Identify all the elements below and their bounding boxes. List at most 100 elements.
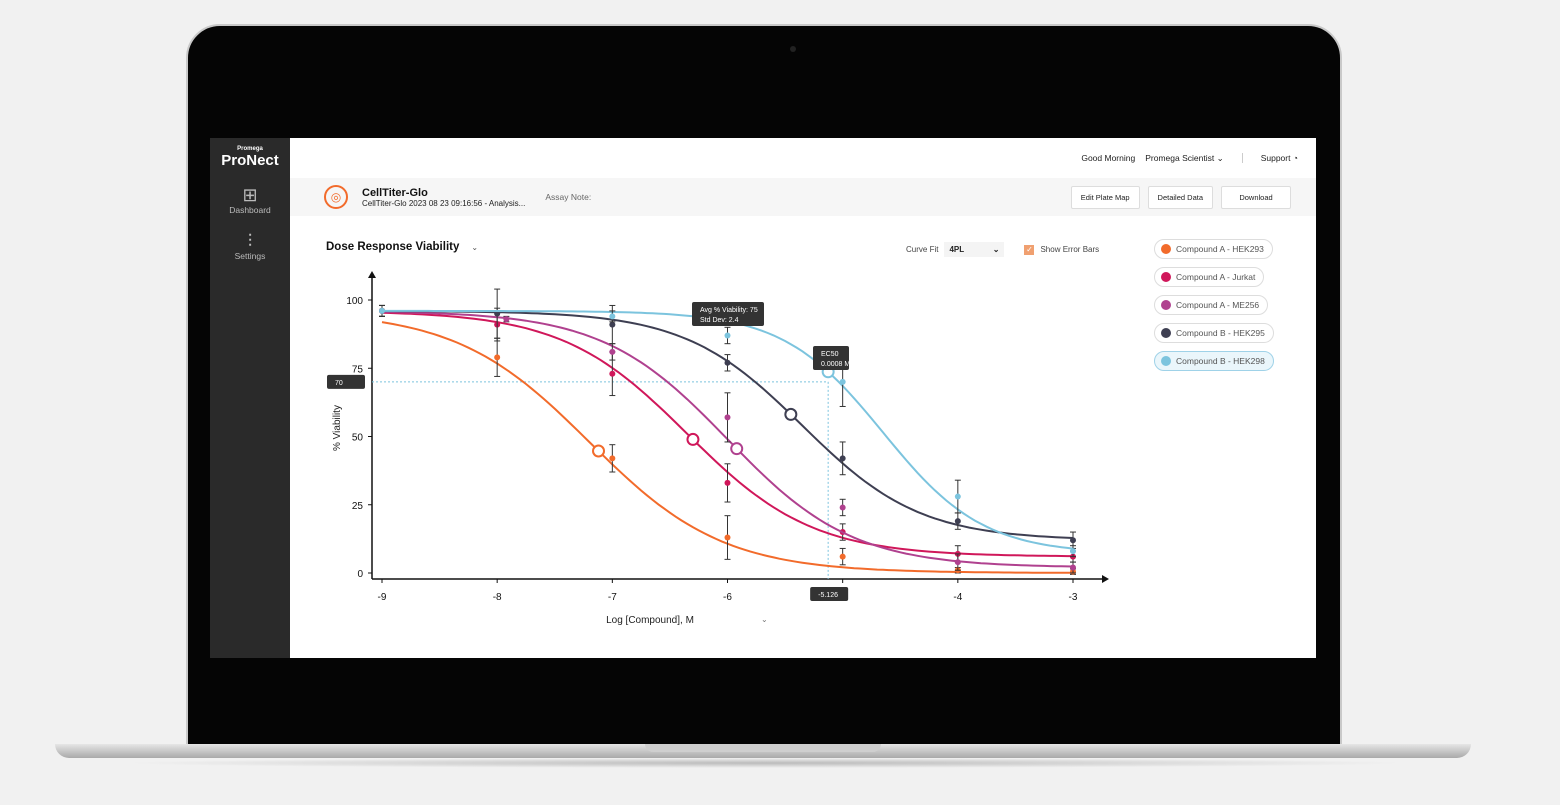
chevron-down-icon: ⌄: [992, 245, 1000, 254]
user-name: Promega Scientist: [1145, 152, 1215, 163]
data-point: [1070, 548, 1076, 555]
x-tick-label: -6: [723, 592, 732, 603]
sidebar-item-dashboard[interactable]: ⊞ Dashboard: [210, 185, 290, 215]
data-point: [609, 370, 616, 377]
y-crosshair-label: [327, 374, 365, 389]
cell-icon: ◎: [324, 185, 348, 209]
legend-label: Compound B - HEK295: [1176, 328, 1265, 338]
ec50-tooltip: [813, 346, 849, 370]
y-axis-arrow: [368, 271, 376, 278]
legend-item[interactable]: Compound B - HEK298: [1154, 351, 1274, 371]
data-point: [609, 348, 616, 355]
data-point: [839, 504, 846, 511]
support-link[interactable]: Support ◔: [1261, 153, 1298, 163]
x-tick-label: -8: [493, 592, 502, 603]
brand-small: Promega: [237, 146, 263, 152]
y-tick-label: 100: [346, 296, 363, 307]
series-dot-icon: [1161, 244, 1171, 254]
sidebar-item-label: Settings: [234, 251, 266, 261]
error-bars-checkbox[interactable]: ✓: [1024, 244, 1035, 255]
chart-controls: Curve Fit 4PL ⌄ ✓ Show Error Bars: [906, 242, 1099, 257]
ec50-marker: [730, 442, 744, 456]
x-crosshair-label-line1: -5.126: [818, 592, 838, 599]
series-dot-icon: [1161, 300, 1171, 310]
ec50-marker: [686, 432, 700, 446]
app-screen: Promega ProNect ⊞ Dashboard ⫶ Settings Goo…: [210, 138, 1316, 658]
curve-fit-value: 4PL: [949, 245, 965, 254]
chevron-down-icon: ⌄: [761, 615, 768, 624]
chevron-down-icon: ⌄: [471, 243, 479, 252]
x-tick-label: -9: [378, 592, 387, 603]
viability-tooltip-line2: Std Dev: 2.4: [700, 317, 739, 324]
topbar: Good Morning Promega Scientist ⌄ Support…: [290, 138, 1316, 178]
data-point: [839, 553, 846, 560]
curve-fit-label: Curve Fit: [906, 245, 939, 254]
x-axis-arrow: [1102, 575, 1109, 583]
ec50-marker: [592, 444, 606, 458]
data-point: [954, 559, 961, 566]
x-axis-label: Log [Compound], M: [606, 615, 694, 626]
legend-label: Compound A - HEK293: [1176, 244, 1264, 254]
legend-item[interactable]: Compound A - Jurkat: [1154, 267, 1265, 287]
shadow: [120, 758, 1410, 768]
series-dot-icon: [1161, 356, 1171, 366]
sliders-icon: ⫶: [247, 231, 253, 251]
legend: Compound A - HEK293 Compound A - Jurkat Co…: [1154, 239, 1274, 371]
legend-item[interactable]: Compound B - HEK295: [1154, 323, 1274, 343]
assay-title: CellTiter-Glo: [362, 186, 428, 199]
ec50-marker: [784, 407, 798, 421]
assay-header: ◎ CellTiter-Glo CellTiter-Glo 2023 08 23 …: [290, 178, 1316, 216]
assay-note[interactable]: Assay Note:: [545, 192, 592, 202]
legend-label: Compound A - ME256: [1176, 300, 1260, 310]
ec50-tooltip-line2: 0.0008 M: [821, 361, 850, 368]
data-point: [609, 455, 616, 462]
data-point: [724, 534, 731, 541]
curve-fit-select[interactable]: 4PL ⌄: [944, 242, 1005, 257]
data-point: [379, 307, 385, 314]
headset-icon: ◔: [1292, 153, 1298, 163]
legend-label: Compound B - HEK298: [1176, 356, 1265, 366]
divider: [1241, 153, 1243, 163]
sidebar: Promega ProNect ⊞ Dashboard ⫶ Settings: [210, 138, 290, 658]
edit-plate-map-button[interactable]: Edit Plate Map: [1070, 186, 1140, 209]
data-point: [954, 493, 961, 500]
data-point: [494, 310, 501, 317]
laptop-notch: [645, 744, 881, 752]
y-crosshair-label-line1: 70: [335, 380, 343, 387]
y-tick-label: 0: [357, 569, 363, 580]
chart-title: Dose Response Viability: [326, 241, 460, 253]
chart-title-dropdown[interactable]: Dose Response Viability ⌄: [326, 241, 478, 253]
data-point: [609, 313, 616, 320]
y-axis-label: % Viability: [332, 405, 343, 451]
brand-logo: ProNect: [221, 152, 279, 169]
data-point: [954, 518, 961, 525]
x-tick-label: -3: [1069, 592, 1078, 603]
legend-label: Compound A - Jurkat: [1176, 272, 1256, 282]
chevron-down-icon: ⌄: [1216, 152, 1224, 163]
y-tick-label: 75: [352, 364, 364, 375]
x-tick-label: -4: [953, 592, 962, 603]
legend-item[interactable]: Compound A - HEK293: [1154, 239, 1273, 259]
data-point: [839, 455, 846, 462]
sidebar-item-label: Dashboard: [229, 205, 271, 215]
data-point: [609, 321, 616, 328]
support-label: Support: [1260, 153, 1291, 163]
series-dot-icon: [1161, 328, 1171, 338]
x-crosshair-label: [810, 587, 849, 601]
greeting: Good Morning: [1081, 153, 1136, 163]
download-button[interactable]: Download: [1221, 186, 1291, 209]
series-dot-icon: [1161, 272, 1171, 282]
legend-item[interactable]: Compound A - ME256: [1154, 295, 1269, 315]
data-point: [1070, 537, 1076, 544]
user-menu[interactable]: Promega Scientist ⌄: [1145, 153, 1223, 164]
sidebar-item-settings[interactable]: ⫶ Settings: [210, 231, 290, 261]
data-point: [724, 479, 731, 486]
grid-icon: ⊞: [242, 185, 258, 205]
x-tick-label: -7: [608, 592, 617, 603]
data-point: [494, 354, 501, 361]
detailed-data-button[interactable]: Detailed Data: [1147, 186, 1213, 209]
y-tick-label: 50: [352, 433, 364, 444]
viability-tooltip-line1: Avg % Viability: 75: [700, 307, 758, 314]
viability-tooltip: [692, 302, 764, 326]
